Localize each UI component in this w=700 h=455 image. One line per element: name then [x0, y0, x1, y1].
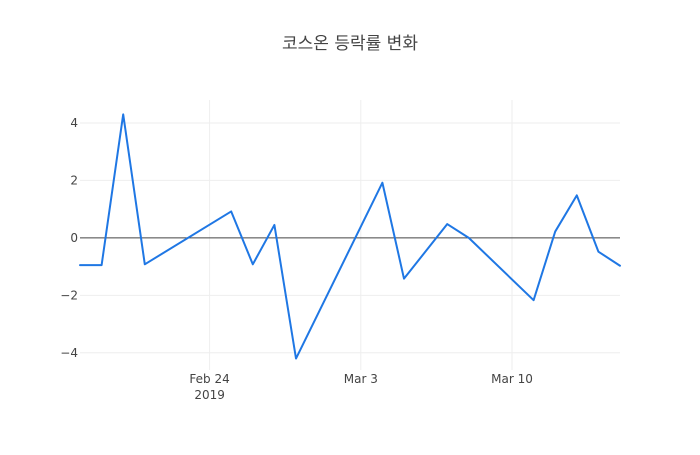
- y-tick-label: 2: [70, 173, 78, 187]
- chart-title: 코스온 등락률 변화: [282, 34, 418, 54]
- axes: 4 2 0 −2 −4 Feb 24 2019 Mar 3 Mar 10: [60, 116, 620, 402]
- y-tick-label: 4: [70, 116, 78, 130]
- series-line: [79, 113, 621, 360]
- series-layer: [79, 113, 621, 360]
- x-tick-label: Mar 10: [491, 372, 533, 386]
- y-tick-label: 0: [70, 231, 78, 245]
- grid-lines: [80, 100, 620, 370]
- x-tick-label: Mar 3: [344, 372, 378, 386]
- y-tick-label: −2: [60, 288, 78, 302]
- x-tick-sublabel: 2019: [194, 388, 225, 402]
- y-tick-label: −4: [60, 346, 78, 360]
- x-tick-label: Feb 24: [189, 372, 229, 386]
